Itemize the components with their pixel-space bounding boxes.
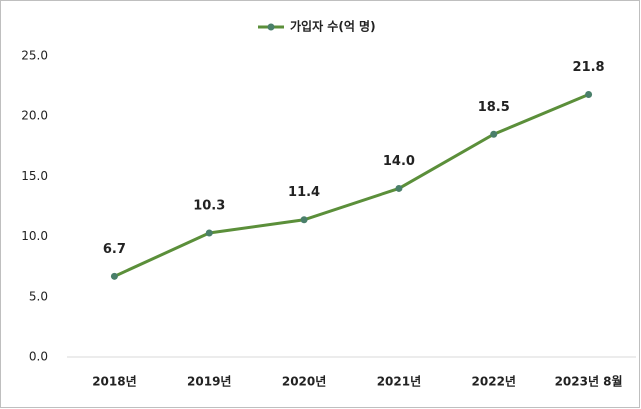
data-label: 21.8 (573, 60, 605, 75)
y-tick-label: 25.0 (21, 49, 48, 63)
data-point (395, 184, 403, 192)
x-tick-label: 2021년 (377, 375, 421, 389)
data-point (585, 91, 593, 99)
data-point (205, 229, 213, 237)
y-tick-label: 10.0 (21, 229, 48, 243)
legend-marker (267, 23, 275, 31)
data-label: 18.5 (478, 100, 510, 115)
data-label: 10.3 (193, 198, 225, 213)
y-tick-label: 5.0 (29, 289, 48, 303)
series-line (113, 93, 590, 278)
x-tick-label: 2023년 8월 (555, 374, 623, 389)
data-label: 6.7 (103, 242, 126, 257)
x-tick-label: 2020년 (282, 375, 326, 389)
x-tick-label: 2019년 (187, 375, 231, 389)
y-tick-label: 20.0 (21, 109, 48, 123)
data-label: 11.4 (288, 185, 320, 200)
y-tick-label: 15.0 (21, 169, 48, 183)
x-tick-label: 2018년 (92, 375, 136, 389)
x-tick-label: 2022년 (472, 375, 516, 389)
data-point (300, 216, 308, 224)
y-tick-label: 0.0 (29, 350, 48, 364)
legend-label: 가입자 수(억 명) (290, 19, 376, 34)
data-point (490, 130, 498, 138)
data-label: 14.0 (383, 154, 415, 169)
data-point (110, 272, 118, 280)
